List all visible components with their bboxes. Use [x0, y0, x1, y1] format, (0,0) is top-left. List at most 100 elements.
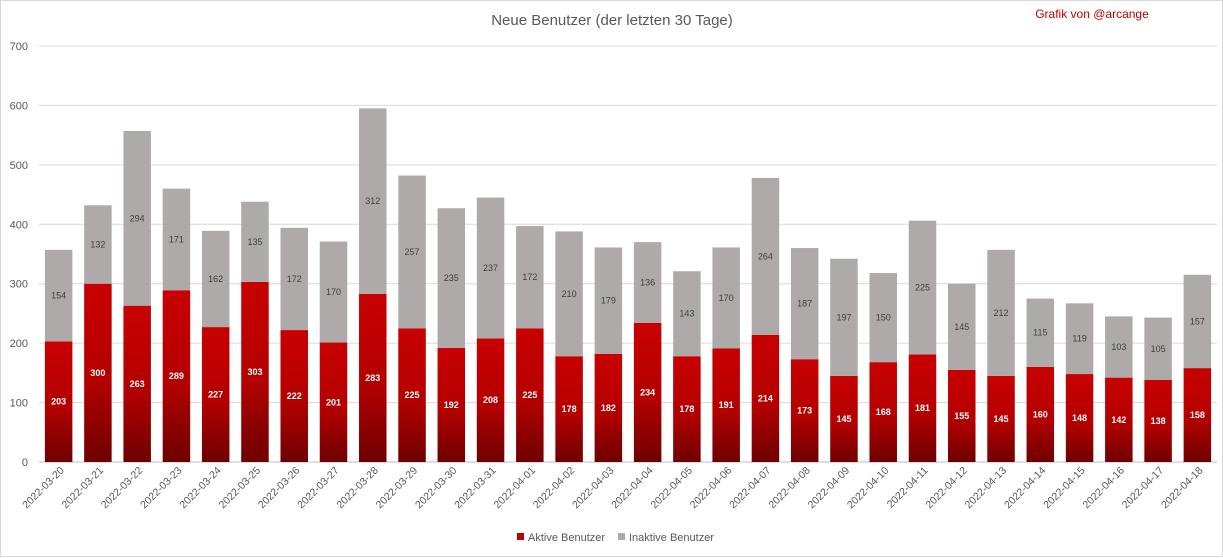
- data-label-inactive: 172: [287, 274, 302, 284]
- y-tick-label: 700: [10, 41, 28, 53]
- bar-active: [633, 322, 662, 462]
- legend-swatch-active: [517, 533, 524, 540]
- data-label-active: 181: [915, 403, 930, 413]
- data-label-active: 178: [679, 404, 694, 414]
- data-label-active: 234: [640, 387, 655, 397]
- data-label-active: 155: [954, 411, 969, 421]
- data-label-active: 168: [876, 407, 891, 417]
- bar-active: [398, 328, 426, 462]
- bar-active: [437, 347, 466, 462]
- y-tick-label: 500: [10, 160, 28, 172]
- data-label-inactive: 103: [1111, 342, 1126, 352]
- data-label-active: 148: [1072, 413, 1087, 423]
- bar-active: [1105, 377, 1133, 462]
- y-tick-label: 100: [10, 398, 28, 410]
- legend-label-active: Aktive Benutzer: [528, 532, 605, 544]
- bar-inactive: [673, 271, 701, 357]
- bar-inactive: [162, 188, 191, 291]
- data-label-active: 289: [169, 371, 184, 381]
- y-tick-label: 0: [22, 457, 28, 469]
- bar-inactive: [908, 220, 937, 355]
- data-label-inactive: 237: [483, 263, 498, 273]
- data-label-active: 203: [51, 397, 66, 407]
- data-label-active: 225: [405, 390, 420, 400]
- data-label-active: 225: [522, 390, 537, 400]
- data-label-inactive: 172: [522, 272, 537, 282]
- data-label-active: 208: [483, 395, 498, 405]
- bar-inactive: [594, 247, 623, 354]
- bar-inactive: [44, 249, 73, 342]
- data-label-inactive: 162: [208, 274, 223, 284]
- bar-inactive: [1026, 298, 1055, 367]
- data-label-inactive: 179: [601, 296, 616, 306]
- bar-active: [162, 290, 191, 462]
- bar-inactive: [948, 283, 976, 370]
- data-label-inactive: 157: [1190, 316, 1205, 326]
- data-label-active: 145: [994, 414, 1009, 424]
- bar-inactive: [830, 258, 858, 376]
- data-label-active: 182: [601, 403, 616, 413]
- data-label-inactive: 197: [836, 312, 851, 322]
- bar-active: [830, 375, 858, 462]
- bar-active: [987, 375, 1015, 462]
- y-tick-label: 200: [10, 338, 28, 350]
- data-label-inactive: 312: [365, 196, 380, 206]
- legend-swatch-inactive: [618, 533, 625, 540]
- data-label-inactive: 115: [1033, 328, 1047, 338]
- bar-active: [712, 348, 740, 462]
- chart-credit: Grafik von @arcange: [1035, 7, 1149, 21]
- data-label-active: 201: [326, 397, 341, 407]
- bar-active: [948, 369, 976, 462]
- bar-active: [319, 342, 348, 462]
- x-axis-ticks: 2022-03-202022-03-212022-03-222022-03-23…: [20, 465, 1205, 512]
- bar-inactive: [241, 201, 269, 282]
- bar-active: [751, 334, 780, 462]
- bar-active: [359, 293, 387, 462]
- bar-inactive: [790, 248, 819, 360]
- bar-inactive: [751, 177, 780, 335]
- bar-inactive: [201, 230, 230, 328]
- bar-inactive: [398, 175, 426, 329]
- bar-active: [84, 283, 112, 462]
- bar-active: [44, 341, 73, 462]
- bar-inactive: [123, 130, 151, 306]
- y-tick-label: 600: [10, 100, 28, 112]
- bar-inactive: [516, 226, 544, 329]
- data-label-inactive: 210: [562, 289, 577, 299]
- data-label-active: 283: [365, 373, 380, 383]
- bar-inactive: [1065, 303, 1094, 375]
- bar-inactive: [319, 241, 348, 343]
- data-label-inactive: 145: [954, 322, 969, 332]
- data-label-active: 142: [1111, 415, 1126, 425]
- bar-active: [1144, 379, 1172, 462]
- bar-active: [673, 356, 701, 462]
- data-label-inactive: 187: [797, 299, 812, 309]
- x-tick-label: 2022-04-10: [845, 465, 892, 512]
- bar-active: [790, 359, 819, 462]
- bar-active: [201, 327, 230, 462]
- bar-inactive: [869, 273, 897, 363]
- bar-inactive: [633, 242, 662, 323]
- bar-inactive: [476, 197, 505, 339]
- data-label-inactive: 136: [640, 278, 655, 288]
- data-label-active: 300: [90, 368, 105, 378]
- bar-active: [476, 338, 505, 462]
- bar-active: [555, 356, 583, 462]
- legend-label-inactive: Inaktive Benutzer: [629, 532, 714, 544]
- bar-inactive: [359, 108, 387, 294]
- data-label-inactive: 150: [876, 313, 891, 323]
- data-label-inactive: 135: [247, 237, 262, 247]
- data-label-inactive: 143: [679, 309, 694, 319]
- data-label-active: 214: [758, 393, 773, 403]
- data-label-active: 227: [208, 390, 223, 400]
- data-label-active: 160: [1033, 409, 1048, 419]
- data-label-active: 173: [797, 406, 812, 416]
- data-label-inactive: 225: [915, 283, 930, 293]
- data-label-inactive: 105: [1151, 344, 1166, 354]
- bar-active: [280, 330, 308, 462]
- gridlines: 0 100 200 300 400 500 600 700: [10, 41, 1217, 469]
- data-label-inactive: 212: [994, 308, 1009, 318]
- data-label-inactive: 132: [90, 239, 105, 249]
- data-label-active: 191: [719, 400, 734, 410]
